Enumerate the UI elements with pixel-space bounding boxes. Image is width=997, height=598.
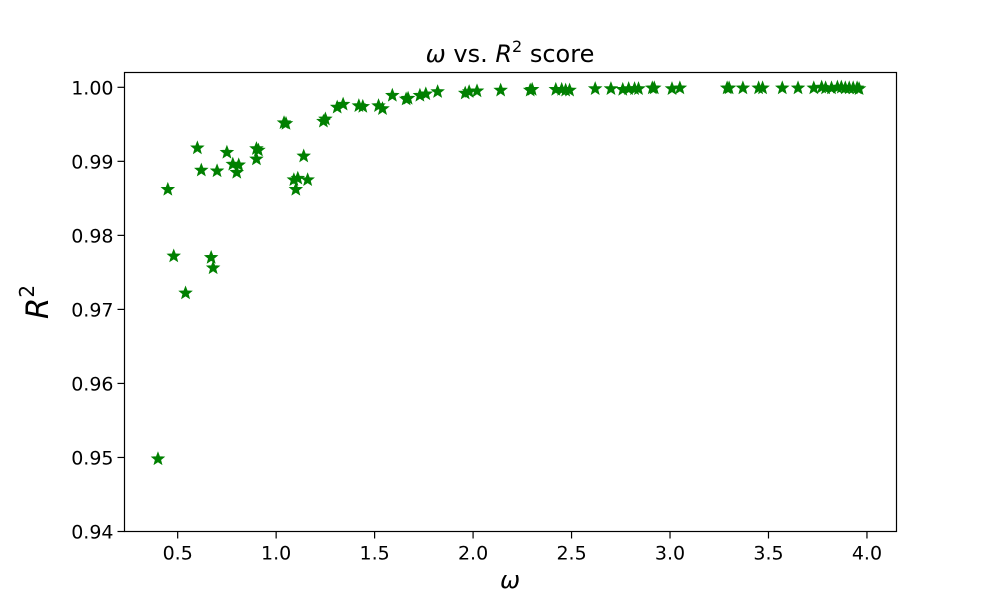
data-points	[150, 79, 867, 466]
data-point-star	[562, 82, 577, 97]
data-point-star	[219, 144, 235, 159]
data-point-star	[203, 249, 219, 264]
data-point-star	[851, 81, 867, 95]
data-point-star	[672, 80, 688, 95]
data-point-star	[300, 172, 315, 187]
title-omega: ω	[426, 40, 446, 68]
data-point-star	[735, 80, 751, 95]
title-vs: vs.	[446, 40, 496, 68]
data-point-star	[318, 111, 333, 126]
data-point-star	[755, 80, 770, 95]
y-tick-label: 1.00	[71, 77, 113, 99]
x-tick-label: 4.0	[852, 543, 882, 565]
x-tick-label: 2.5	[556, 543, 586, 565]
data-point-star	[385, 87, 400, 102]
data-point-star	[631, 81, 646, 95]
data-point-star	[150, 451, 166, 466]
data-point-star	[209, 163, 225, 178]
y-axis-label: R2	[15, 285, 56, 319]
x-axis-ticks: 0.5 1.0 1.5 2.0 2.5 3.0 3.5 4.0	[163, 531, 882, 565]
data-point-star	[469, 83, 485, 98]
title-score: score	[522, 40, 594, 68]
y-tick-label: 0.99	[71, 151, 113, 173]
x-tick-label: 3.0	[655, 543, 685, 565]
data-point-star	[249, 151, 264, 166]
y-label-sup: 2	[15, 285, 39, 298]
data-point-star	[524, 81, 540, 96]
y-tick-label: 0.94	[71, 522, 113, 544]
data-point-star	[400, 90, 416, 105]
data-point-star	[205, 260, 221, 275]
data-point-star	[493, 82, 508, 97]
y-axis-ticks: 0.94 0.95 0.96 0.97 0.98 0.99 1.00	[71, 77, 125, 544]
data-point-star	[418, 86, 434, 101]
data-point-star	[647, 80, 662, 95]
data-point-star	[231, 157, 246, 172]
data-point-star	[335, 96, 351, 111]
x-tick-label: 0.5	[163, 543, 193, 565]
data-point-star	[251, 142, 266, 157]
data-point-star	[430, 84, 445, 98]
y-tick-label: 0.95	[71, 447, 113, 469]
data-point-star	[166, 248, 181, 263]
data-point-star	[278, 115, 294, 130]
y-label-base: R	[20, 298, 56, 320]
data-point-star	[775, 80, 790, 95]
data-point-star	[288, 181, 304, 196]
data-point-star	[790, 80, 806, 95]
data-point-star	[721, 80, 737, 95]
data-point-star	[194, 162, 209, 177]
y-tick-label: 0.98	[71, 225, 113, 247]
data-point-star	[290, 170, 306, 185]
y-tick-label: 0.97	[71, 299, 113, 321]
data-point-star	[355, 98, 371, 113]
x-tick-label: 2.0	[458, 543, 488, 565]
y-tick-label: 0.96	[71, 373, 113, 395]
data-point-star	[375, 101, 390, 115]
data-point-star	[178, 285, 193, 300]
x-tick-label: 1.5	[360, 543, 390, 565]
x-axis-label: ω	[500, 566, 520, 594]
x-tick-label: 1.0	[261, 543, 291, 565]
data-point-star	[587, 81, 603, 95]
title-sup: 2	[512, 37, 522, 56]
data-point-star	[190, 140, 205, 155]
data-point-star	[160, 181, 176, 196]
data-point-star	[229, 164, 245, 179]
plot-frame	[123, 71, 898, 533]
title-r: R	[495, 40, 512, 68]
data-point-star	[296, 148, 311, 163]
x-tick-label: 3.5	[753, 543, 783, 565]
chart-title: ω vs. R2 score	[426, 37, 595, 68]
data-point-star	[603, 81, 619, 95]
